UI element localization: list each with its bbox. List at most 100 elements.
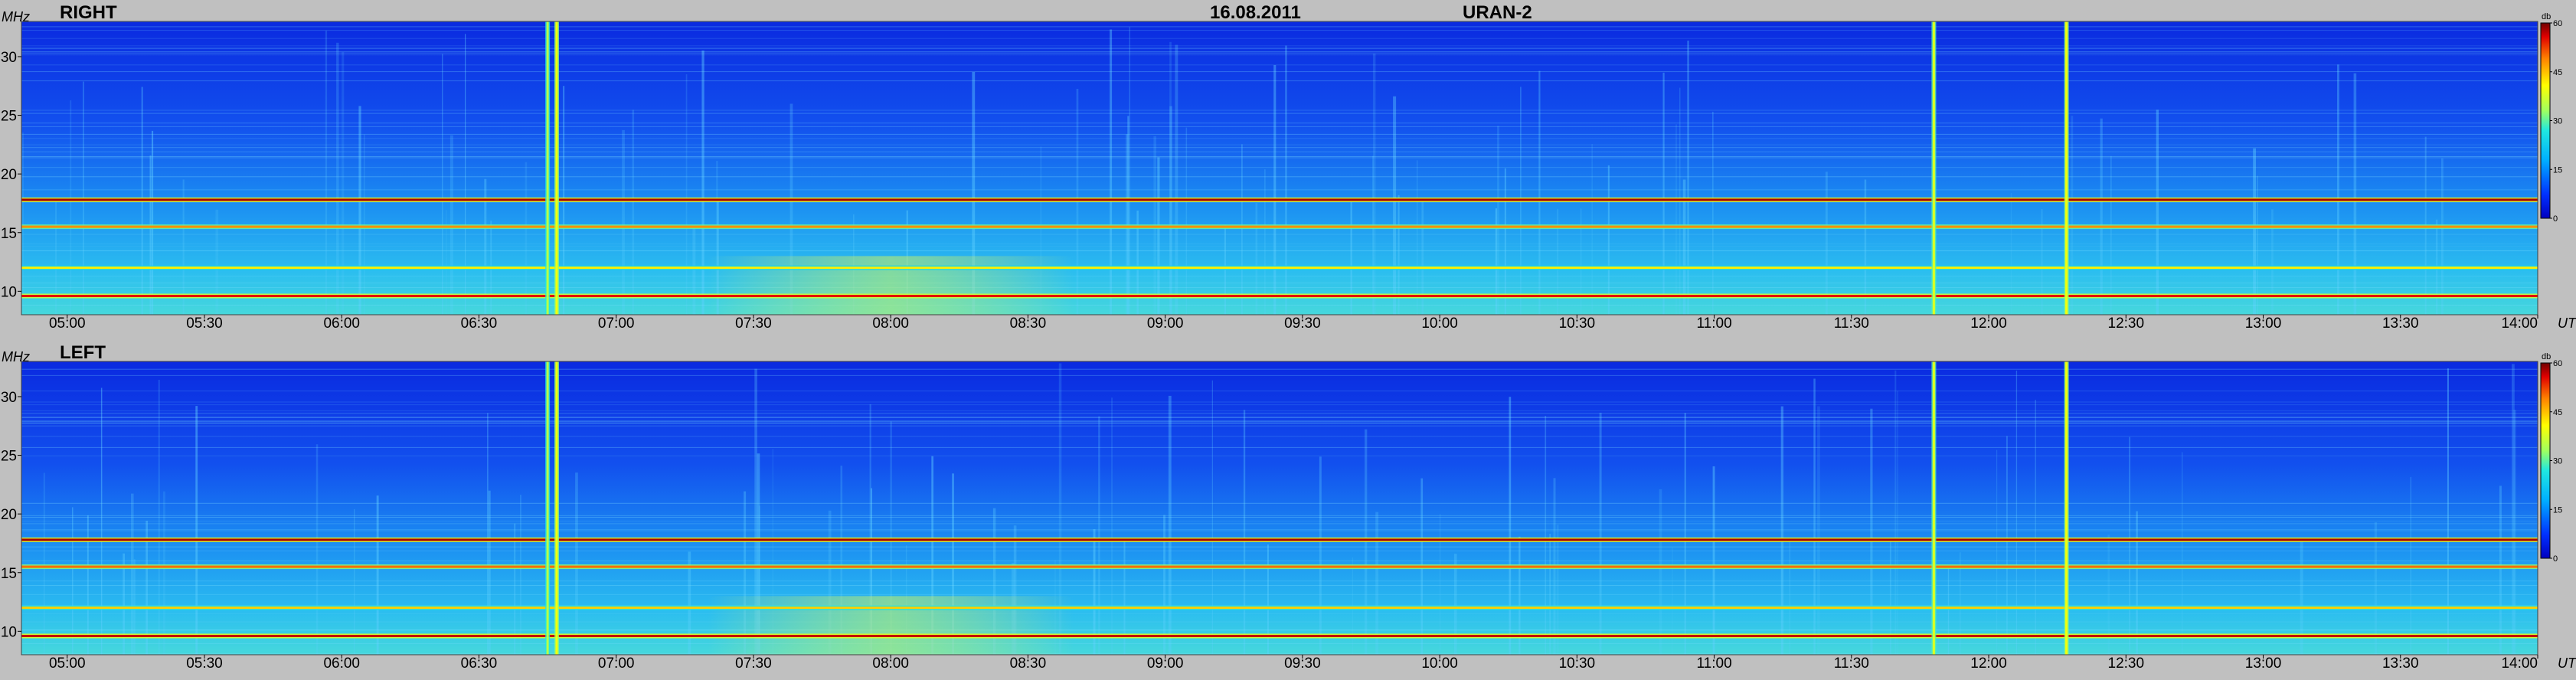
spectral-striation	[758, 505, 760, 655]
spectral-striation	[2136, 511, 2138, 655]
spectral-striation	[21, 158, 2538, 159]
spectral-striation	[2253, 148, 2256, 315]
spectral-striation	[2041, 209, 2043, 315]
x-tick-label: 12:30	[2108, 655, 2145, 672]
spectral-striation	[21, 189, 2538, 191]
spectral-striation	[952, 473, 954, 655]
spectral-striation	[100, 387, 103, 655]
spectral-striation	[21, 126, 2538, 127]
spectral-striation	[2010, 193, 2012, 315]
spectral-striation	[21, 410, 2538, 411]
spectral-striation	[1169, 106, 1172, 315]
colorbar-tick-label: 0	[2553, 214, 2558, 224]
x-axis-label: UT	[2558, 655, 2576, 671]
diffuse-emission	[708, 596, 1074, 655]
spectral-striation	[21, 51, 2538, 52]
spectral-striation	[1175, 44, 1178, 315]
spectral-striation	[869, 404, 871, 655]
spectral-striation	[21, 502, 2538, 504]
spectral-striation	[2006, 436, 2008, 655]
spectral-striation	[182, 179, 185, 315]
interference-band	[21, 266, 2538, 270]
spectral-striation	[1372, 155, 1374, 315]
interference-band	[21, 225, 2538, 228]
radio-burst	[555, 361, 558, 655]
spectral-striation	[754, 368, 757, 655]
y-tick-label: 15	[1, 566, 17, 582]
x-tick-label: 06:00	[323, 655, 360, 672]
spectral-striation	[21, 250, 2538, 252]
spectral-striation	[1267, 544, 1269, 655]
spectral-striation	[1504, 168, 1506, 315]
spectral-striation	[514, 523, 516, 655]
spectral-striation	[2110, 155, 2112, 315]
spectral-striation	[21, 133, 2538, 135]
x-tick-label: 14:00	[2501, 655, 2538, 672]
chart-date: 16.08.2011	[1210, 2, 1301, 23]
spectral-striation	[1111, 397, 1113, 655]
spectral-striation	[1675, 124, 1677, 315]
x-tick-label: 13:00	[2245, 315, 2282, 332]
colorbar	[2540, 362, 2551, 559]
panel-title: RIGHT	[60, 2, 117, 23]
spectral-striation	[1712, 466, 1715, 655]
spectral-striation	[1098, 416, 1100, 655]
spectral-striation	[21, 113, 2538, 114]
spectral-striation	[1129, 27, 1130, 315]
radio-burst	[546, 361, 549, 655]
spectral-striation	[2156, 110, 2159, 315]
spectral-striation	[1163, 515, 1165, 655]
spectral-striation	[789, 103, 793, 315]
interference-band	[21, 198, 2538, 201]
y-tick-label: 30	[1, 50, 17, 66]
spectral-striation	[2441, 158, 2444, 315]
spectral-striation	[622, 129, 625, 315]
spectral-striation	[2512, 364, 2515, 655]
spectral-striation	[1093, 529, 1096, 655]
spectral-striation	[716, 161, 718, 315]
spectral-striation	[21, 374, 2538, 376]
spectral-striation	[21, 54, 2538, 56]
x-tick-label: 11:30	[1834, 655, 1869, 672]
spectral-striation	[21, 47, 2538, 49]
spectral-striation	[21, 250, 2538, 251]
spectral-striation	[21, 546, 2538, 548]
x-tick-label: 06:30	[461, 315, 498, 332]
x-tick-label: 12:00	[1970, 655, 2007, 672]
spectral-striation	[1662, 72, 1665, 315]
spectral-striation	[1684, 413, 1686, 655]
spectral-striation	[1273, 65, 1277, 315]
panel-title: LEFT	[60, 342, 106, 363]
spectral-striation	[21, 48, 2538, 50]
spectral-striation	[2513, 410, 2516, 655]
x-tick-label: 07:30	[735, 315, 772, 332]
x-tick-label: 06:00	[323, 315, 360, 332]
y-tick-label: 10	[1, 624, 17, 640]
colorbar-label: db	[2542, 12, 2551, 21]
plot-frame	[21, 21, 2538, 315]
spectral-striation	[1687, 41, 1689, 315]
spectral-striation	[1157, 157, 1160, 315]
x-tick-label: 05:00	[49, 315, 86, 332]
spectral-striation	[1264, 169, 1266, 315]
interference-band	[21, 606, 2538, 610]
x-tick-label: 12:00	[1970, 315, 2007, 332]
spectral-striation	[21, 201, 2538, 203]
spectral-striation	[1518, 536, 1521, 655]
spectral-striation	[1255, 203, 1258, 315]
spectral-striation	[488, 490, 491, 655]
spectral-striation	[21, 110, 2538, 111]
spectral-striation	[871, 488, 872, 655]
chart-instrument: URAN-2	[1463, 2, 1532, 23]
spectral-striation	[1453, 554, 1457, 655]
y-tick-label: 20	[1, 167, 17, 183]
spectral-striation	[21, 45, 2538, 47]
spectral-striation	[632, 110, 635, 315]
spectral-striation	[1243, 410, 1246, 655]
x-tick-label: 05:00	[49, 655, 86, 672]
spectral-striation	[21, 585, 2538, 587]
spectral-striation	[1136, 211, 1139, 315]
spectral-striation	[1599, 412, 1602, 655]
spectral-striation	[358, 106, 361, 315]
spectral-striation	[525, 162, 528, 315]
